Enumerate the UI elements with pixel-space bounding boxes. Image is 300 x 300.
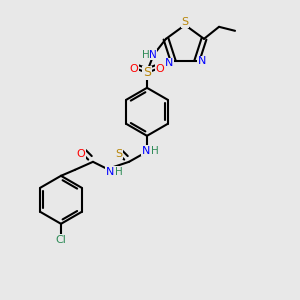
Text: S: S [143,66,151,79]
Text: O: O [76,149,85,159]
Text: H: H [151,146,159,156]
Text: O: O [130,64,138,74]
Text: S: S [182,17,189,27]
Text: S: S [116,149,122,159]
Text: O: O [156,64,164,74]
Text: Cl: Cl [56,235,66,245]
Text: N: N [142,146,150,156]
Text: N: N [149,50,157,60]
Text: H: H [142,50,150,60]
Text: N: N [198,56,206,66]
Text: H: H [115,167,123,177]
Text: N: N [106,167,114,177]
Text: N: N [165,58,173,68]
